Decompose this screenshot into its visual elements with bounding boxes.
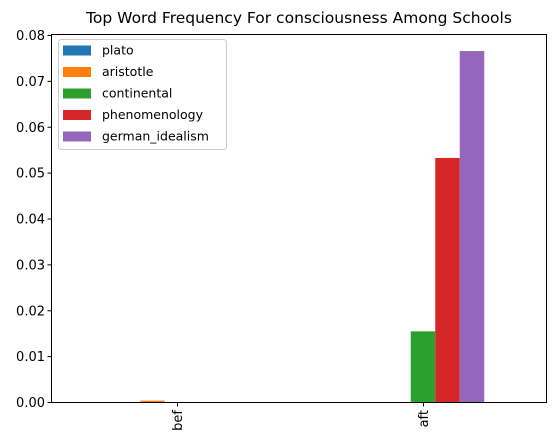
legend-label-aristotle: aristotle <box>102 64 154 79</box>
legend-swatch-phenomenology <box>63 110 91 120</box>
bar-continental-aft <box>410 331 436 402</box>
legend-label-plato: plato <box>102 43 134 58</box>
bars-layer <box>140 51 485 403</box>
legend-label-continental: continental <box>102 86 172 101</box>
y-tick-label: 0.08 <box>16 29 45 44</box>
y-tick-label: 0.00 <box>16 396 45 411</box>
chart-title: Top Word Frequency For consciousness Amo… <box>85 9 512 27</box>
y-tick-label: 0.02 <box>16 304 45 319</box>
bar-aristotle-bef <box>140 400 165 402</box>
x-axis: bef aft <box>171 402 432 431</box>
legend-swatch-plato <box>63 45 91 56</box>
x-tick-label-aft: aft <box>417 410 432 427</box>
y-tick-label: 0.07 <box>16 75 45 90</box>
y-tick-label: 0.01 <box>16 350 45 365</box>
bar-german_idealism-aft <box>459 51 485 403</box>
y-tick-label: 0.04 <box>16 213 45 228</box>
legend-swatch-german_idealism <box>63 131 91 142</box>
legend-label-phenomenology: phenomenology <box>102 107 204 122</box>
legend-swatch-continental <box>63 88 91 99</box>
y-tick-label: 0.06 <box>16 121 45 136</box>
legend-swatch-aristotle <box>63 67 91 77</box>
y-axis: 0.00 0.01 0.02 0.03 0.04 0.05 0.06 0.07 0.08 <box>16 29 52 411</box>
bar-phenomenology-aft <box>435 157 460 402</box>
y-tick-label: 0.05 <box>16 167 45 182</box>
legend-label-german_idealism: german_idealism <box>102 129 209 144</box>
legend: plato aristotle continental phenomenology ge… <box>58 39 227 150</box>
legend-box <box>58 39 227 150</box>
x-tick-label-bef: bef <box>171 410 186 431</box>
y-tick-label: 0.03 <box>16 258 45 273</box>
